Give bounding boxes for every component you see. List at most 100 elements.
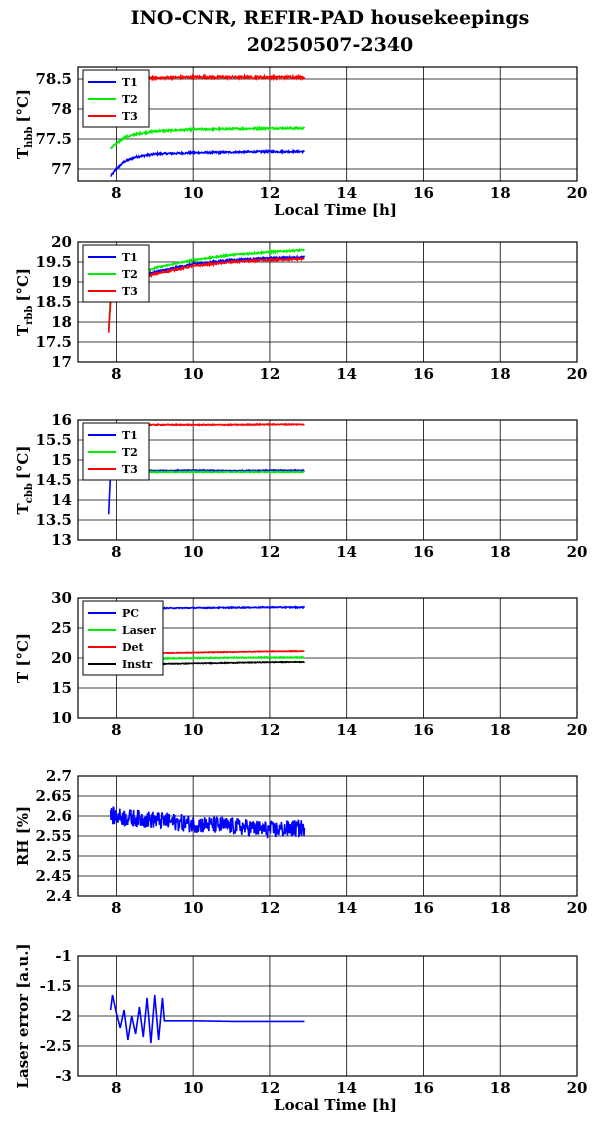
y-tick-label: 78.5 (35, 70, 72, 88)
x-tick-label: 16 (413, 543, 434, 561)
y-tick-label: -2.5 (40, 1037, 72, 1055)
legend-label: T3 (122, 463, 138, 476)
figure-subtitle: 20250507-2340 (247, 34, 414, 56)
y-tick-label: 2.65 (35, 787, 72, 805)
legend-label: Laser (122, 624, 156, 637)
x-tick-label: 18 (490, 899, 511, 917)
y-tick-label: 19 (51, 273, 72, 291)
x-tick-label: 16 (413, 721, 434, 739)
plot-frame (77, 775, 578, 897)
series-line-t1 (110, 148, 306, 177)
y-tick-label: 14.5 (35, 471, 72, 489)
x-tick-label: 18 (490, 365, 511, 383)
x-tick-label: 12 (259, 899, 280, 917)
x-tick-label: 12 (259, 721, 280, 739)
chart-panel-2: 8 10 12 14 16 18 20 17 17.5 18 18.5 19 19.5 20 Trbb [°C… (14, 233, 587, 383)
x-tick-label: 20 (567, 184, 588, 202)
x-tick-label: 12 (259, 184, 280, 202)
y-axis-label-main: RH [%] (14, 806, 32, 866)
y-tick-label: 2.55 (35, 827, 72, 845)
y-tick-label: 2.7 (46, 767, 72, 785)
legend-label: T1 (122, 76, 138, 89)
y-tick-label: 25 (51, 619, 72, 637)
plot-frame (77, 419, 578, 541)
y-tick-label: -3 (55, 1067, 72, 1085)
series-line-data (109, 805, 306, 839)
legend-label: T3 (122, 285, 138, 298)
legend-label: T3 (122, 110, 138, 123)
y-axis-label-unit: [°C] (14, 446, 32, 480)
chart-panel-5: 8 10 12 14 16 18 20 2.4 2.45 2.5 2.55 2.6 2.65 2.7 RH … (14, 767, 587, 917)
y-tick-label: 2.45 (35, 867, 72, 885)
series-line-t2 (109, 124, 306, 150)
x-tick-label: 10 (183, 184, 204, 202)
x-tick-label: 12 (259, 543, 280, 561)
y-tick-label: 14 (51, 491, 72, 509)
y-axis-label-unit: [°C] (14, 89, 32, 123)
y-axis-label-subscript: hbb (24, 127, 35, 148)
y-tick-label: 13 (51, 531, 72, 549)
x-tick-label: 20 (567, 543, 588, 561)
y-tick-label: 77 (51, 160, 72, 178)
plot-frame (77, 955, 578, 1077)
y-tick-label: 18 (51, 313, 72, 331)
y-tick-label: 13.5 (35, 511, 72, 529)
chart-panel-3: 8 10 12 14 16 18 20 13 13.5 14 14.5 15 15.5 16 Tcbb [°C… (14, 411, 587, 561)
y-tick-label: 19.5 (35, 253, 72, 271)
y-tick-label: 20 (51, 649, 72, 667)
y-axis-label-unit: [°C] (14, 268, 32, 302)
x-tick-label: 18 (490, 184, 511, 202)
x-tick-label: 10 (183, 721, 204, 739)
plot-frame (77, 66, 578, 182)
x-tick-label: 8 (111, 1079, 121, 1097)
y-tick-label: 20 (51, 233, 72, 251)
x-tick-label: 8 (111, 184, 121, 202)
y-axis-label-main: Laser error [a.u.] (14, 943, 32, 1088)
y-axis-label: Trbb [°C] (14, 268, 35, 336)
x-tick-label: 10 (183, 543, 204, 561)
legend-label: T1 (122, 429, 138, 442)
y-tick-label: 78 (51, 100, 72, 118)
y-tick-label: 30 (51, 589, 72, 607)
series-line-data (109, 994, 305, 1044)
x-tick-label: 8 (111, 365, 121, 383)
y-axis-label: Tcbb [°C] (14, 446, 35, 515)
y-axis-label: T [°C] (14, 633, 32, 683)
y-tick-label: 2.4 (46, 887, 72, 905)
legend-label: PC (122, 607, 139, 620)
legend-label: T1 (122, 251, 138, 264)
chart-panel-6: 8 10 12 14 16 18 20 -3 -2.5 -2 -1.5 -1 Local Time [h… (14, 943, 587, 1114)
x-tick-label: 12 (259, 365, 280, 383)
chart-panels: 8 10 12 14 16 18 20 77 77.5 78 78.5 Local Time [h] T… (14, 66, 588, 1114)
y-axis-label-main: T (14, 147, 32, 159)
x-tick-label: 10 (183, 899, 204, 917)
y-tick-label: 16 (51, 411, 72, 429)
x-tick-label: 10 (183, 1079, 204, 1097)
x-tick-label: 20 (567, 899, 588, 917)
y-axis-label-main: T [°C] (14, 633, 32, 683)
x-axis-label: Local Time [h] (274, 1096, 397, 1114)
x-tick-label: 20 (567, 721, 588, 739)
y-axis-label-main: T (14, 502, 32, 514)
x-tick-label: 14 (336, 899, 357, 917)
chart-panel-4: 8 10 12 14 16 18 20 10 15 20 25 30 T [°C] PC Laser Det I… (14, 589, 587, 739)
plot-frame (77, 597, 578, 719)
x-tick-label: 18 (490, 1079, 511, 1097)
x-tick-label: 8 (111, 721, 121, 739)
x-tick-label: 14 (336, 365, 357, 383)
chart-panel-1: 8 10 12 14 16 18 20 77 77.5 78 78.5 Local Time [h] T… (14, 66, 588, 219)
x-tick-label: 16 (413, 365, 434, 383)
legend-label: Det (122, 641, 145, 654)
y-tick-label: 15 (51, 679, 72, 697)
x-tick-label: 16 (413, 899, 434, 917)
y-axis-label-subscript: cbb (24, 483, 35, 503)
x-tick-label: 16 (413, 184, 434, 202)
x-tick-label: 14 (336, 543, 357, 561)
y-tick-label: 17 (51, 353, 72, 371)
x-tick-label: 10 (183, 365, 204, 383)
y-tick-label: 18.5 (35, 293, 72, 311)
legend-label: Instr (122, 658, 152, 671)
x-tick-label: 18 (490, 543, 511, 561)
y-tick-label: 10 (51, 709, 72, 727)
